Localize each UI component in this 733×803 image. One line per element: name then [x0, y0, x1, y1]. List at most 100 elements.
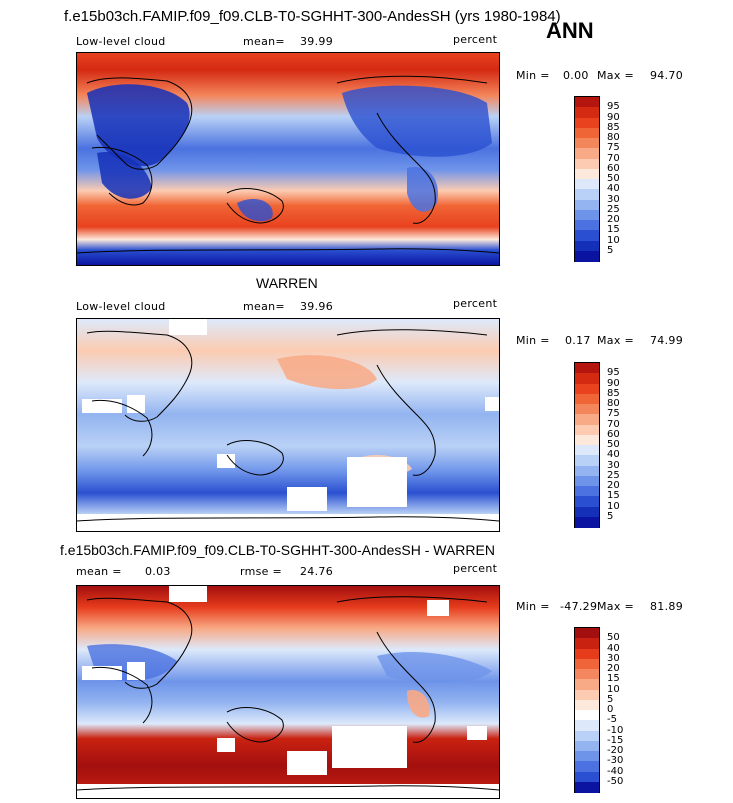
colorbar-tick-label: 80: [607, 132, 620, 143]
colorbar-swatch: [575, 638, 599, 649]
colorbar-swatch: [575, 148, 599, 159]
colorbar-swatch: [575, 496, 599, 507]
colorbar-tick-label: 90: [607, 111, 620, 123]
colorbar-tick-label: -20: [607, 745, 624, 756]
panel1-min-label: Min =: [516, 69, 550, 82]
colorbar-swatch: [575, 383, 599, 395]
panel3-colorbar: 50 40 30 20 15 10 5 0 -5 -10 -15 -20 -30 -40 -50: [574, 627, 623, 793]
panel1-max-label: Max =: [597, 69, 634, 82]
colorbar-tick-label: 30: [607, 459, 620, 471]
panel2-title: WARREN: [256, 275, 318, 291]
panel1-variable-label: Low-level cloud: [76, 35, 166, 48]
colorbar-tick-label: 10: [607, 683, 620, 695]
colorbar-swatch: [575, 628, 599, 639]
colorbar-swatch: [575, 710, 599, 721]
colorbar-tick-label: 70: [607, 418, 620, 430]
panel3-title: f.e15b03ch.FAMIP.f09_f09.CLB-T0-SGHHT-30…: [60, 542, 495, 558]
panel1-map: [76, 52, 500, 266]
panel3-map-field: [77, 586, 499, 798]
colorbar-swatch: [575, 127, 599, 139]
panel2-max-value: 74.99: [650, 334, 683, 347]
colorbar-tick-label: -30: [607, 755, 624, 767]
panel1-map-field: [77, 53, 499, 265]
panel3-rmse-label: rmse =: [240, 565, 283, 578]
colorbar-swatch: [575, 209, 599, 221]
panel2-min-value: 0.17: [565, 334, 591, 347]
colorbar-tick-label: 60: [607, 162, 620, 174]
colorbar-swatch: [575, 414, 599, 425]
colorbar-tick-label: -50: [607, 775, 624, 787]
colorbar-swatch: [575, 168, 599, 180]
colorbar-tick-label: 0: [607, 704, 614, 715]
colorbar-swatch: [575, 486, 599, 497]
colorbar-tick-label: 25: [607, 203, 620, 215]
panel3-min-label: Min =: [516, 600, 550, 613]
panel1-mean-label: mean=: [243, 35, 285, 48]
panel3-min-value: -47.29: [560, 600, 598, 613]
colorbar-swatch: [575, 107, 599, 118]
colorbar-swatch: [575, 781, 599, 793]
panel3-mean-value: 0.03: [145, 565, 171, 578]
colorbar-swatch: [575, 363, 599, 374]
colorbar-swatch: [575, 720, 599, 731]
colorbar-swatch: [575, 445, 599, 456]
panel2-mean-label: mean=: [243, 300, 285, 313]
panel2-mean-value: 39.96: [300, 300, 333, 313]
colorbar-swatch: [575, 117, 599, 129]
panel3-max-label: Max =: [597, 600, 634, 613]
panel2-min-label: Min =: [516, 334, 550, 347]
colorbar-swatch: [575, 230, 599, 241]
colorbar-swatch: [575, 189, 599, 200]
colorbar-tick-label: 10: [607, 234, 620, 246]
colorbar-swatch: [575, 179, 599, 190]
colorbar-swatch: [575, 669, 599, 680]
panel2-max-label: Max =: [597, 334, 634, 347]
panel3-rmse-value: 24.76: [300, 565, 333, 578]
colorbar-tick-label: -5: [607, 714, 617, 726]
panel2-map: [76, 318, 500, 532]
colorbar-tick-label: -10: [607, 724, 624, 736]
colorbar-tick-label: 30: [607, 652, 620, 664]
colorbar-swatch: [575, 424, 599, 436]
colorbar-swatch: [575, 220, 599, 231]
colorbar-swatch: [575, 648, 599, 660]
colorbar-tick-label: 95: [607, 101, 620, 113]
colorbar-tick-label: 40: [607, 642, 620, 654]
panel3-units: percent: [453, 562, 498, 575]
panel1-colorbar: 95 90 85 80 75 70 60 50 40 30 25 20 15 10 5: [574, 96, 620, 262]
colorbar-tick-label: 15: [607, 673, 620, 685]
colorbar-tick-label: 15: [607, 490, 620, 502]
colorbar-swatch: [575, 199, 599, 211]
colorbar-swatch: [575, 516, 599, 528]
colorbar-tick-label: 40: [607, 183, 620, 195]
colorbar-swatch: [575, 373, 599, 384]
panel2-colorbar: 95 90 85 80 75 70 60 50 40 30 25 20 15 10 5: [574, 362, 620, 528]
colorbar-swatch: [575, 740, 599, 752]
colorbar-tick-label: 60: [607, 428, 620, 440]
colorbar-tick-label: 85: [607, 121, 620, 133]
colorbar-tick-label: 20: [607, 214, 620, 225]
panel3-map: [76, 585, 500, 799]
season-label: ANN: [546, 18, 594, 43]
colorbar-tick-label: 40: [607, 449, 620, 461]
colorbar-tick-label: 70: [607, 152, 620, 164]
colorbar-tick-label: 5: [607, 693, 614, 705]
colorbar-swatch: [575, 138, 599, 149]
panel3-mean-label: mean =: [76, 565, 122, 578]
colorbar-tick-label: 50: [607, 173, 620, 184]
colorbar-tick-label: 50: [607, 439, 620, 450]
colorbar-swatch: [575, 250, 599, 262]
panel2-map-field: [77, 319, 499, 531]
colorbar-swatch: [575, 679, 599, 690]
colorbar-tick-label: 20: [607, 480, 620, 491]
colorbar-tick-label: 20: [607, 663, 620, 674]
colorbar-tick-label: 5: [607, 510, 614, 522]
colorbar-swatch: [575, 771, 599, 783]
colorbar-swatch: [575, 689, 599, 701]
colorbar-tick-label: 30: [607, 193, 620, 205]
colorbar-swatch: [575, 97, 599, 108]
colorbar-swatch: [575, 465, 599, 477]
colorbar-tick-label: 95: [607, 367, 620, 379]
colorbar-swatch: [575, 761, 599, 772]
colorbar-tick-label: 80: [607, 398, 620, 409]
